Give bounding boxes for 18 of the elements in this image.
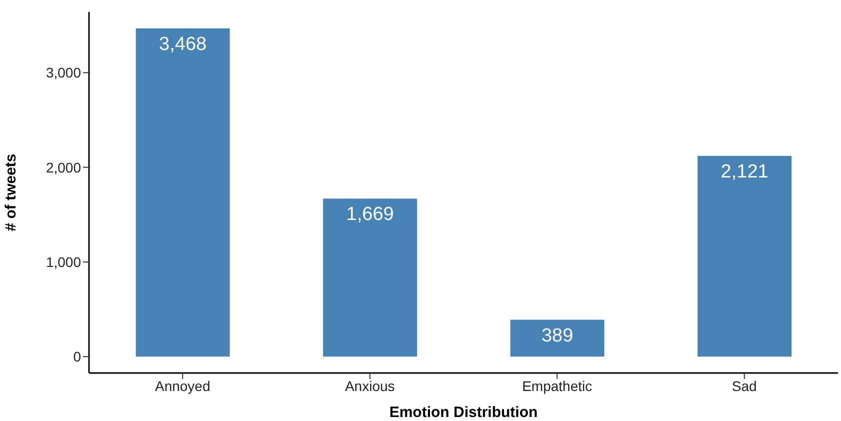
- x-tick-label: Empathetic: [522, 378, 592, 394]
- y-tick-label: 0: [73, 348, 82, 365]
- data-label: 1,669: [346, 204, 394, 226]
- data-label: 389: [541, 325, 574, 346]
- bar: [510, 320, 604, 357]
- x-axis-title: Emotion Distribution: [389, 404, 538, 421]
- data-label: 2,121: [720, 161, 768, 182]
- y-tick-label: 2,000: [46, 159, 82, 176]
- x-tick-label: Annoyed: [154, 378, 210, 394]
- bar: [323, 198, 418, 357]
- x-tick-label: Anxious: [344, 378, 395, 394]
- bar: [698, 156, 792, 357]
- y-tick-label: 3,000: [46, 64, 82, 81]
- bar: [136, 28, 230, 357]
- y-tick-label: 1,000: [46, 254, 82, 270]
- y-axis-title: # of tweets: [2, 154, 20, 232]
- x-tick-label: Sad: [732, 378, 757, 394]
- data-label: 3,468: [159, 34, 207, 55]
